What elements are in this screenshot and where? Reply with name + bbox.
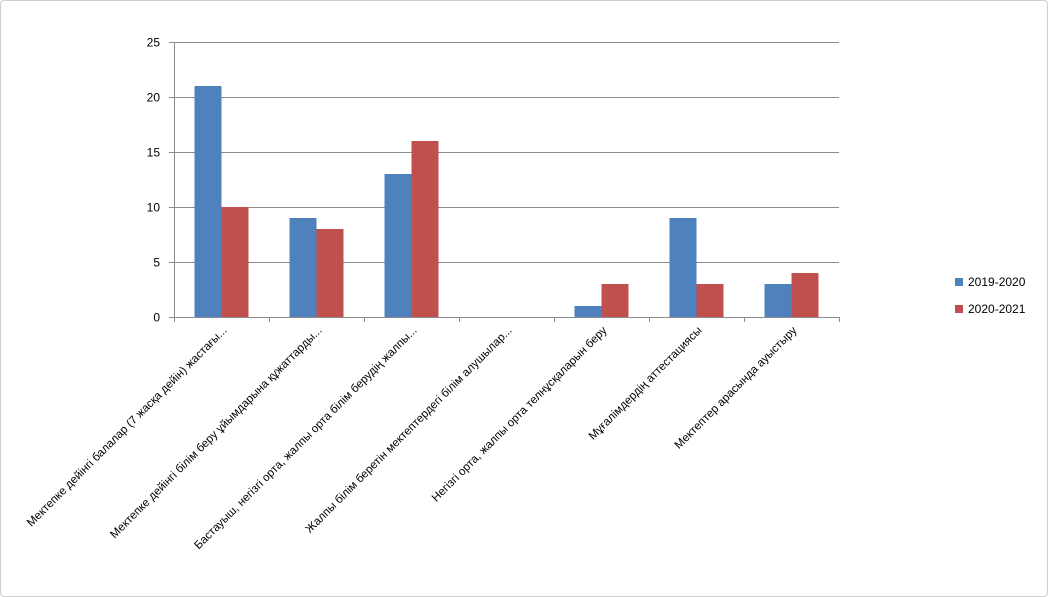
bar-2020-2021-1 <box>221 207 249 317</box>
x-category-label: Бастауыш, негізгі орта, жалпы орта білім… <box>192 325 419 552</box>
y-tick-label: 5 <box>153 256 160 270</box>
bars <box>194 86 819 317</box>
axes <box>174 42 840 322</box>
bar-2020-2021-6 <box>696 284 724 317</box>
bar-2020-2021-7 <box>791 273 819 317</box>
legend: 2019-2020 2020-2021 <box>955 275 1026 316</box>
legend-label: 2020-2021 <box>968 302 1026 316</box>
bar-2019-2020-5 <box>574 306 602 317</box>
bar-2019-2020-1 <box>194 86 222 317</box>
y-axis-ticks: 0 5 10 15 20 25 <box>147 36 174 325</box>
y-tick-label: 15 <box>147 146 161 160</box>
x-category-label: Мұғалімдердің аттестациясы <box>587 325 705 443</box>
bar-2019-2020-2 <box>289 218 317 317</box>
bar-2020-2021-5 <box>601 284 629 317</box>
bar-2019-2020-3 <box>384 174 412 317</box>
x-category-label: Жалпы білім беретін мектептердегі білім … <box>304 325 515 536</box>
legend-swatch <box>955 305 963 313</box>
legend-swatch <box>955 278 963 286</box>
x-category-label: Мектепке дейінгі балалар (7 жасқа дейін)… <box>25 325 230 530</box>
y-tick-label: 0 <box>153 311 160 325</box>
y-tick-label: 25 <box>147 36 161 50</box>
bar-2020-2021-2 <box>316 229 344 317</box>
bar-2020-2021-3 <box>411 141 439 317</box>
legend-label: 2019-2020 <box>968 275 1026 289</box>
gridlines <box>174 42 839 263</box>
y-tick-label: 10 <box>147 201 161 215</box>
x-axis-labels: Мектепке дейінгі балалар (7 жасқа дейін)… <box>25 324 800 551</box>
x-category-label: Негізгі орта, жалпы орта телнұсқаларын б… <box>430 324 610 504</box>
bar-2019-2020-6 <box>669 218 697 317</box>
y-tick-label: 20 <box>147 91 161 105</box>
bar-2019-2020-7 <box>764 284 792 317</box>
x-category-label: Мектепке дейінгі білім беру ұйымдарына қ… <box>108 325 324 541</box>
